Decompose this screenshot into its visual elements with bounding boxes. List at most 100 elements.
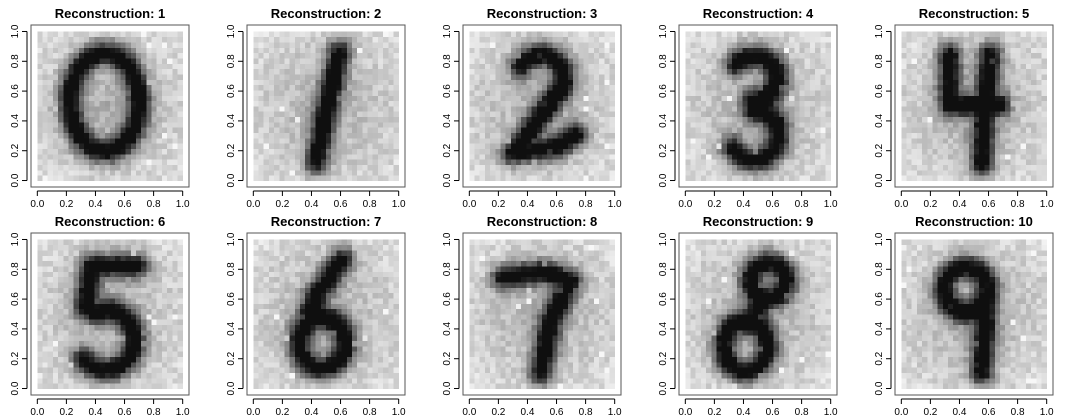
heatmap-cell — [820, 100, 826, 107]
heatmap-cell — [89, 68, 95, 75]
heatmap-cell — [690, 58, 697, 64]
heatmap-cell — [167, 143, 173, 149]
heatmap-cell — [73, 116, 80, 123]
heatmap-cell — [73, 169, 80, 176]
heatmap-cell — [172, 58, 178, 64]
heatmap-cell — [346, 47, 353, 54]
heatmap-cell — [536, 90, 543, 96]
heatmap-cell — [927, 116, 933, 123]
heatmap-cell — [146, 47, 152, 54]
heatmap-cell — [315, 79, 322, 86]
heatmap-cell — [120, 148, 126, 155]
heatmap-cell — [367, 52, 374, 59]
heatmap-cell — [825, 121, 832, 128]
heatmap-cell — [58, 276, 64, 283]
heatmap-cell — [911, 84, 918, 91]
heatmap-cell — [505, 137, 512, 144]
heatmap-cell — [393, 153, 400, 160]
heatmap-cell — [253, 31, 259, 38]
heatmap-cell — [604, 148, 610, 155]
heatmap-cell — [73, 319, 80, 326]
heatmap-cell — [521, 36, 527, 43]
x-tick-label: 0.0 — [462, 199, 476, 210]
heatmap-cell — [42, 351, 49, 357]
heatmap-cell — [783, 111, 790, 118]
heatmap-cell — [63, 340, 69, 347]
heatmap-cell — [63, 74, 69, 80]
heatmap-cell — [578, 68, 584, 75]
heatmap-cell — [177, 95, 184, 102]
heatmap-cell — [315, 169, 322, 176]
heatmap-cell — [567, 121, 574, 128]
heatmap-cell — [331, 68, 337, 75]
heatmap-cell — [979, 148, 985, 155]
heatmap-cell — [799, 84, 806, 91]
heatmap-cell — [700, 79, 707, 86]
heatmap-cell — [161, 298, 168, 304]
heatmap-cell — [167, 356, 173, 363]
heatmap-cell — [474, 143, 481, 149]
heatmap-cell — [89, 329, 95, 336]
heatmap-cell — [721, 90, 728, 96]
heatmap-cell — [167, 260, 173, 267]
heatmap-cell — [1015, 74, 1022, 80]
heatmap-cell — [490, 68, 496, 75]
heatmap-cell — [916, 84, 923, 91]
heatmap-cell — [37, 143, 43, 149]
heatmap-cell — [752, 148, 759, 155]
heatmap-cell — [167, 121, 173, 128]
heatmap-cell — [47, 266, 54, 272]
heatmap-cell — [505, 169, 512, 176]
heatmap-cell — [479, 111, 486, 118]
heatmap-cell — [351, 137, 358, 144]
heatmap-cell — [901, 111, 907, 118]
heatmap-cell — [289, 148, 296, 155]
heatmap-cell — [958, 159, 965, 165]
heatmap-cell — [773, 143, 780, 149]
heatmap-cell — [690, 42, 697, 48]
heatmap-cell — [484, 169, 491, 176]
heatmap-cell — [258, 100, 265, 107]
heatmap-cell — [367, 36, 374, 43]
heatmap-cell — [599, 58, 605, 64]
heatmap-cell — [516, 84, 522, 91]
heatmap-cell — [974, 84, 980, 91]
heatmap-cell — [336, 58, 342, 64]
heatmap-cell — [104, 100, 111, 107]
heatmap-cell — [758, 137, 764, 144]
heatmap-cell — [305, 36, 311, 43]
heatmap-cell — [994, 74, 1001, 80]
heatmap-cell — [948, 63, 954, 70]
heatmap-cell — [172, 319, 178, 326]
heatmap-cell — [167, 116, 173, 123]
heatmap-cell — [161, 90, 168, 96]
heatmap-cell — [599, 84, 605, 91]
heatmap-cell — [583, 169, 590, 176]
heatmap-cell — [68, 303, 75, 310]
heatmap-cell — [310, 36, 317, 43]
heatmap-cell — [68, 47, 75, 54]
heatmap-cell — [115, 266, 121, 272]
heatmap-cell — [42, 121, 49, 128]
heatmap-cell — [383, 90, 389, 96]
heatmap-cell — [94, 132, 101, 139]
heatmap-cell — [42, 68, 49, 75]
heatmap-cell — [99, 266, 106, 272]
heatmap-cell — [583, 74, 590, 80]
heatmap-cell — [948, 175, 954, 181]
heatmap-cell — [711, 148, 717, 155]
heatmap-cell — [141, 79, 147, 86]
heatmap-cell — [1020, 95, 1027, 102]
heatmap-cell — [963, 106, 970, 112]
heatmap-cell — [505, 58, 512, 64]
x-tick-label: 0.0 — [894, 199, 908, 210]
heatmap-cell — [758, 95, 764, 102]
heatmap-cell — [120, 31, 126, 38]
heatmap-cell — [104, 79, 111, 86]
heatmap-cell — [94, 319, 101, 326]
heatmap-cell — [474, 58, 481, 64]
heatmap-cell — [151, 250, 158, 256]
heatmap-cell — [130, 169, 137, 176]
heatmap-cell — [1005, 74, 1011, 80]
heatmap-cell — [932, 42, 939, 48]
